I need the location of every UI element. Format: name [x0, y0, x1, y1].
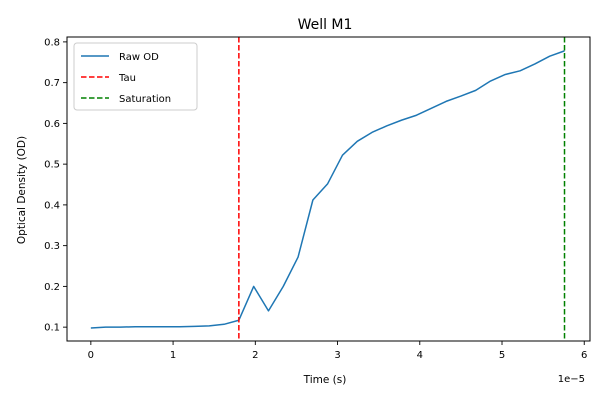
y-tick-label: 0.7: [44, 78, 60, 89]
legend-label: Tau: [118, 73, 136, 84]
y-axis-label: Optical Density (OD): [16, 136, 28, 244]
legend-box: [73, 42, 198, 111]
x-axis-ticks: 0 1 2 3 4 5 6: [88, 341, 587, 361]
axes-frame: [66, 36, 591, 342]
x-tick-label: 3: [334, 350, 340, 361]
y-tick-label: 0.6: [44, 119, 60, 130]
y-tick-label: 0.2: [44, 282, 60, 293]
y-tick-label: 0.5: [44, 160, 60, 171]
y-tick-label: 0.4: [44, 200, 60, 211]
y-tick-label: 0.3: [44, 241, 60, 252]
x-tick-label: 5: [499, 350, 505, 361]
x-tick-label: 4: [417, 350, 423, 361]
x-tick-label: 6: [581, 350, 587, 361]
x-tick-label: 0: [88, 350, 94, 361]
legend-label: Raw OD: [119, 52, 159, 63]
x-axis-offset-label: 1e−5: [558, 374, 585, 385]
plot-area: [90, 37, 566, 341]
y-tick-label: 0.1: [44, 323, 60, 334]
y-axis-ticks: 0.1 0.2 0.3 0.4 0.5 0.6 0.7 0.8: [44, 37, 67, 334]
x-tick-label: 2: [252, 350, 258, 361]
raw-od-line: [90, 50, 565, 329]
legend-label: Saturation: [119, 94, 171, 105]
x-tick-label: 1: [170, 350, 176, 361]
legend: Raw OD Tau Saturation: [73, 42, 198, 111]
x-axis-label: Time (s): [303, 374, 347, 386]
y-tick-label: 0.8: [44, 37, 60, 48]
chart-title: Well M1: [298, 17, 353, 33]
